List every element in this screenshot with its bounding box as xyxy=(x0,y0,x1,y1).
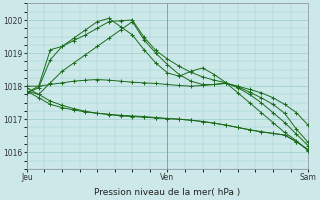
X-axis label: Pression niveau de la mer( hPa ): Pression niveau de la mer( hPa ) xyxy=(94,188,241,197)
